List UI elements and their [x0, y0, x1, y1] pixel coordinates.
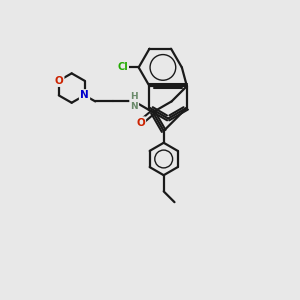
Text: O: O [136, 118, 145, 128]
Text: O: O [54, 76, 63, 86]
Text: H
N: H N [130, 92, 138, 111]
Text: N: N [80, 90, 89, 100]
Text: Cl: Cl [117, 62, 128, 72]
